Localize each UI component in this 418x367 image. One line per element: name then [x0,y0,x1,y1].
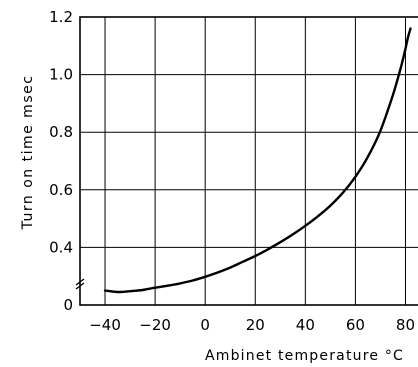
x-axis-label: Ambinet temperature °C [205,348,404,364]
y-tick-label: 0.8 [49,123,73,141]
y-tick-labels: 0 0.4 0.6 0.8 1.0 1.2 [49,8,73,314]
axis-break-stroke [75,278,85,286]
x-tick-label: 20 [246,316,265,334]
y-axis-break-mark [75,278,85,290]
x-tick-label: −40 [89,316,121,334]
x-tick-label: −20 [139,316,171,334]
series-line [103,27,412,294]
x-tick-labels: −40 −20 0 20 40 60 80 [89,316,415,334]
axis-break-stroke [75,282,85,290]
y-tick-label: 1.0 [49,66,73,84]
y-tick-label: 0.6 [49,181,73,199]
grid-lines [80,17,418,305]
y-tick-label: 0.4 [49,238,73,256]
y-tick-label: 1.2 [49,8,73,26]
y-axis-label: Turn on time msec [20,75,36,231]
plot-frame [79,16,418,306]
x-tick-label: 80 [396,316,415,334]
y-tick-label: 0 [63,296,73,314]
x-tick-label: 0 [200,316,210,334]
x-tick-label: 40 [296,316,315,334]
x-tick-label: 60 [346,316,365,334]
